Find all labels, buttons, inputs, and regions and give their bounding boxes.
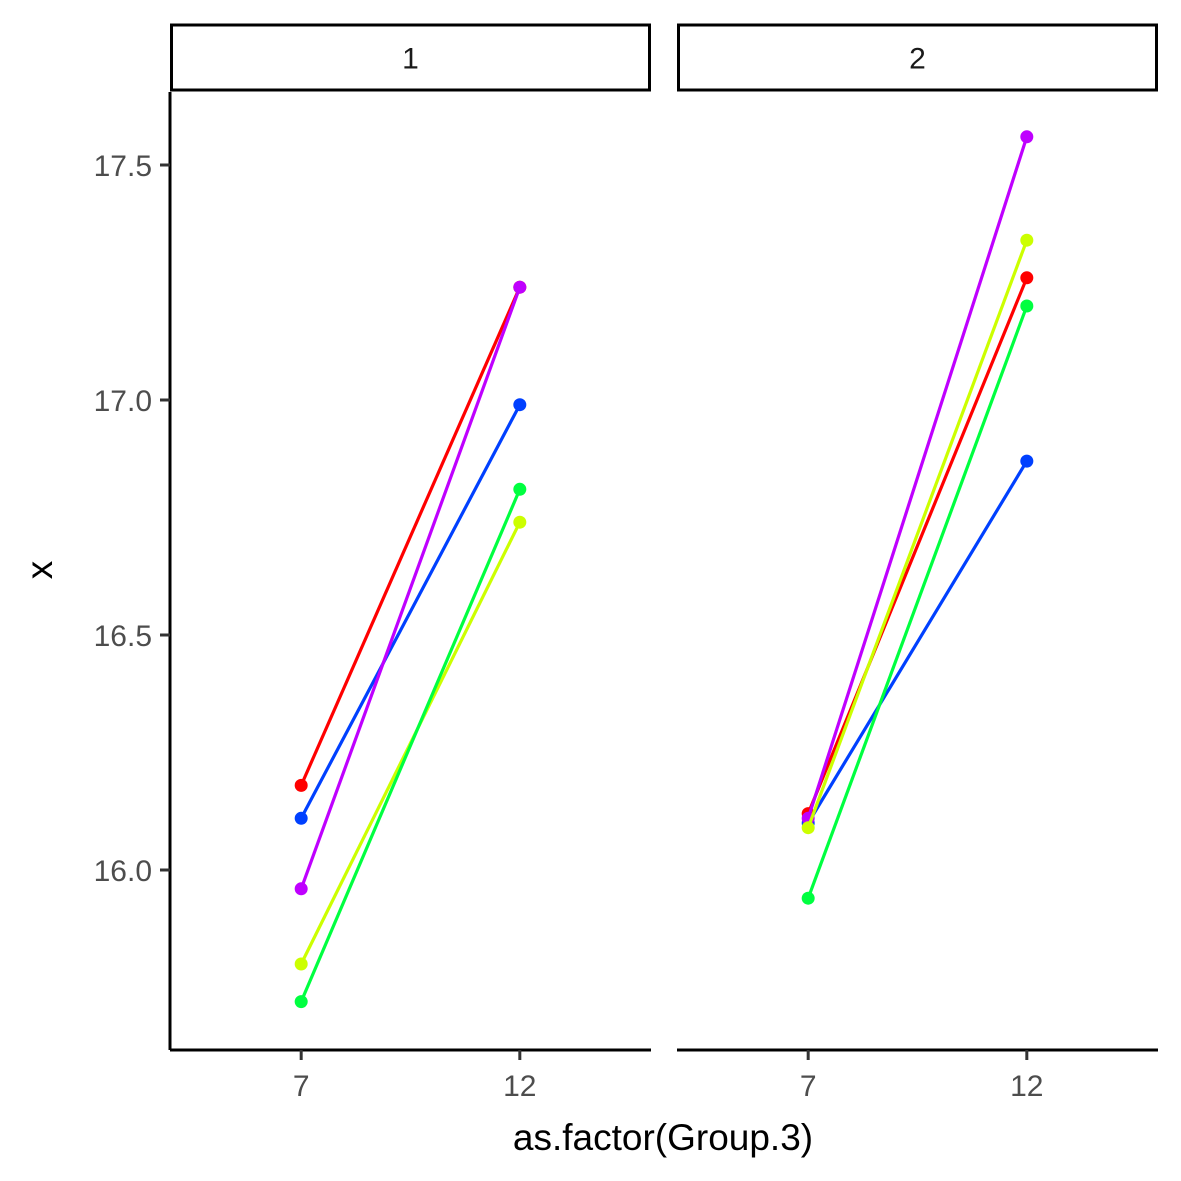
data-point	[1020, 299, 1034, 313]
y-tick-label: 17.0	[94, 385, 152, 418]
x-tick-label: 12	[503, 1070, 536, 1103]
data-point	[1020, 454, 1034, 468]
series-line	[806, 305, 1029, 899]
x-tick-label: 7	[800, 1070, 817, 1103]
data-point	[801, 891, 815, 905]
y-tick-label: 16.0	[94, 855, 152, 888]
series-line	[299, 286, 522, 787]
y-axis-title: x	[19, 560, 60, 579]
facet-strip-box	[677, 23, 1158, 92]
data-point	[513, 515, 527, 529]
data-point	[513, 482, 527, 496]
data-point	[1020, 130, 1034, 144]
facet-panel-2: 2 7 12	[677, 23, 1158, 1103]
series-line	[806, 136, 1029, 819]
data-point	[1020, 271, 1034, 285]
y-axis: 16.0 16.5 17.0 17.5	[94, 92, 172, 1050]
series-line	[299, 488, 522, 1003]
y-tick-label: 17.5	[94, 150, 152, 183]
series-line	[299, 403, 522, 820]
series-line	[806, 277, 1029, 815]
data-point	[294, 882, 308, 896]
facet-strip-label: 2	[909, 43, 926, 76]
facet-panel-1: 17 12	[170, 23, 651, 1103]
y-tick-label: 16.5	[94, 620, 152, 653]
data-point	[801, 821, 815, 835]
data-point	[1020, 233, 1034, 247]
x-axis-title: as.factor(Group.3)	[513, 1117, 813, 1158]
data-point	[294, 811, 308, 825]
facet-strip-box	[170, 23, 651, 92]
data-point	[294, 778, 308, 792]
x-tick-label: 7	[293, 1070, 310, 1103]
facet-strip-label: 1	[402, 43, 419, 76]
x-tick-label: 12	[1010, 1070, 1043, 1103]
data-point	[513, 280, 527, 294]
data-point	[294, 957, 308, 971]
series-line	[806, 460, 1029, 824]
data-point	[513, 398, 527, 412]
series-line	[299, 286, 522, 890]
series-line	[806, 239, 1029, 829]
data-point	[294, 995, 308, 1009]
